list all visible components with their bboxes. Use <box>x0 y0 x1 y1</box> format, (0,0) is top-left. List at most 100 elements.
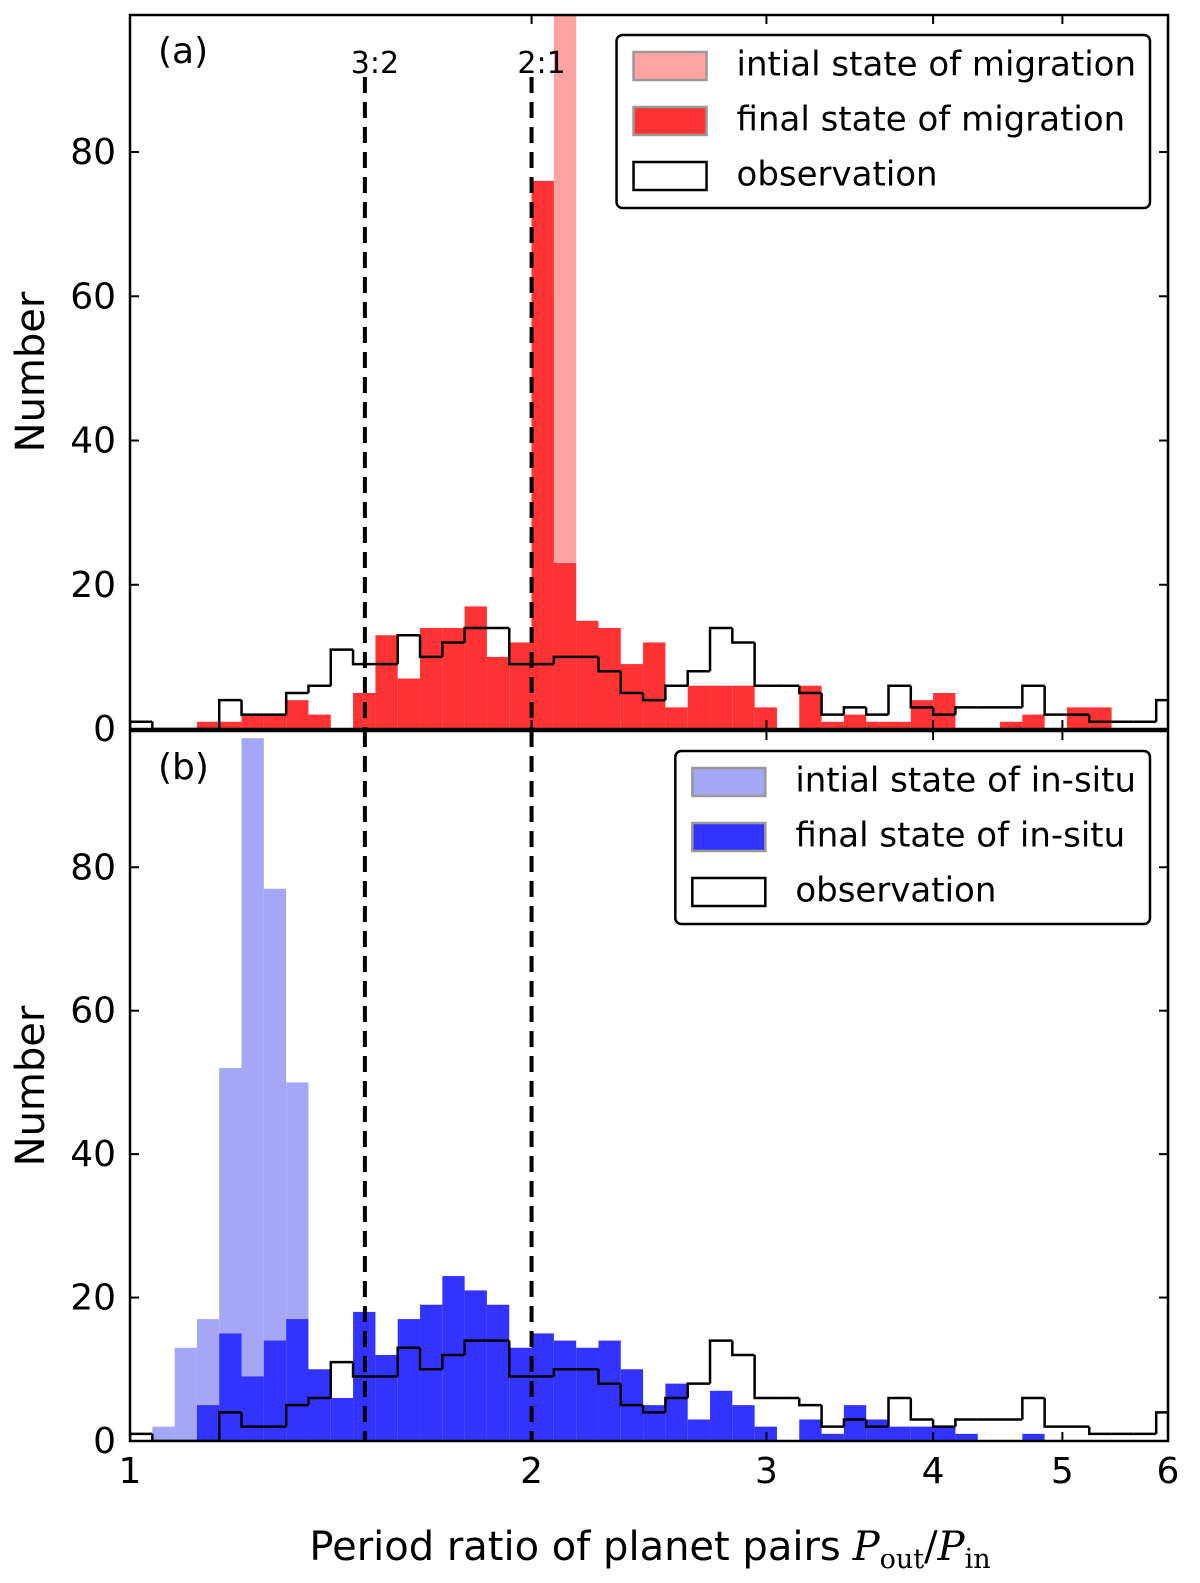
histogram-bar <box>821 721 844 729</box>
histogram-bar <box>576 1347 599 1441</box>
x-tick-label: 5 <box>1051 1451 1074 1492</box>
histogram-bar <box>1000 721 1023 729</box>
histogram-bar <box>665 1383 688 1441</box>
legend: intial state of in-situ final state of in… <box>674 749 1152 926</box>
x-tick-label: 6 <box>1157 1451 1180 1492</box>
histogram-step <box>909 685 934 709</box>
histogram-step <box>954 1418 978 1427</box>
legend-label: final state of migration <box>737 100 1126 140</box>
histogram-bar <box>620 664 644 729</box>
histogram-bar <box>553 1340 577 1441</box>
histogram-step <box>284 691 309 715</box>
histogram-bar <box>241 738 264 1441</box>
histogram-step <box>798 685 822 695</box>
histogram-bar <box>196 1405 220 1441</box>
histogram-bar <box>598 1340 621 1441</box>
y-tick-label: 60 <box>70 276 116 317</box>
legend-label: intial state of in-situ <box>795 761 1136 801</box>
histogram-step <box>240 1412 264 1428</box>
legend-swatch <box>691 766 767 798</box>
histogram-bar <box>843 714 867 729</box>
y-tick-label: 20 <box>70 565 116 606</box>
histogram-bar <box>330 1397 354 1441</box>
legend: intial state of migration final state of … <box>615 33 1152 210</box>
y-tick-label: 0 <box>93 1421 116 1462</box>
histogram-step <box>396 633 421 665</box>
histogram-step <box>151 721 175 729</box>
histogram-step <box>284 1403 309 1427</box>
histogram-step <box>1021 684 1045 708</box>
histogram-step <box>887 684 911 715</box>
histogram-bar <box>397 678 421 729</box>
histogram-step <box>441 641 465 657</box>
histogram-bar <box>531 1333 554 1441</box>
histogram-bar <box>219 721 242 729</box>
histogram-step <box>508 1340 532 1378</box>
panel-label: (a) <box>158 31 208 72</box>
histogram-bar <box>732 685 755 729</box>
histogram-bar <box>1066 707 1090 729</box>
histogram-step <box>887 1396 911 1427</box>
histogram-step <box>351 1362 376 1378</box>
histogram-step <box>151 1433 175 1441</box>
histogram-bar <box>286 1319 309 1441</box>
histogram-bar <box>442 628 465 729</box>
histogram-step <box>842 1418 867 1427</box>
histogram-bar <box>375 635 398 729</box>
histogram-bar <box>933 692 956 729</box>
histogram-bar <box>152 1426 175 1441</box>
histogram-step <box>641 1405 666 1414</box>
legend-label: final state of in-situ <box>795 816 1125 856</box>
legend-swatch <box>632 160 708 192</box>
x-tick-label: 4 <box>922 1451 945 1492</box>
histogram-step <box>931 1419 956 1428</box>
legend-box <box>615 33 1152 210</box>
y-axis-label: Number <box>8 1005 54 1166</box>
axes-frame <box>128 13 1170 731</box>
histogram-step <box>130 1432 153 1441</box>
legend-swatch <box>632 50 708 82</box>
histogram-step <box>798 1397 822 1407</box>
histogram-step <box>307 1396 331 1406</box>
histogram-step <box>820 692 844 716</box>
histogram-bar <box>241 714 264 729</box>
histogram-bar <box>710 1390 733 1441</box>
histogram-bar <box>866 721 889 729</box>
histogram-bar <box>643 642 666 729</box>
histogram-bar <box>375 1354 398 1441</box>
histogram-step <box>508 628 532 666</box>
histogram-step <box>552 1368 577 1377</box>
histogram-bar <box>219 1333 242 1441</box>
histogram-step <box>1021 1396 1045 1420</box>
histogram-step <box>130 720 153 729</box>
histogram-step <box>708 1339 733 1384</box>
y-tick-label: 60 <box>70 991 116 1032</box>
y-tick-label: 40 <box>70 421 116 462</box>
histogram-step <box>864 1419 889 1428</box>
histogram-bar <box>665 707 688 729</box>
histogram-step <box>240 700 264 716</box>
histogram-bar <box>1022 714 1045 729</box>
histogram-step <box>731 1340 755 1357</box>
legend-box <box>674 749 1152 926</box>
histogram-step <box>597 1369 621 1385</box>
histogram-bar <box>509 1347 532 1441</box>
histogram-step <box>217 698 242 729</box>
y-tick-label: 80 <box>70 847 116 888</box>
histogram-step <box>619 671 644 695</box>
histogram-step <box>441 1353 465 1370</box>
histogram-step <box>731 628 755 644</box>
histogram-bar <box>754 707 777 729</box>
histogram-bar <box>799 1419 822 1441</box>
histogram-step <box>641 692 666 702</box>
histogram-bar <box>263 888 287 1441</box>
histogram-bar <box>286 700 309 729</box>
histogram-bar <box>174 1347 197 1441</box>
histogram-step <box>217 1411 242 1441</box>
histogram-bar <box>643 1405 666 1441</box>
histogram-bar <box>687 1419 711 1441</box>
panel-label: (b) <box>158 747 209 788</box>
histogram-bar <box>598 628 621 729</box>
histogram-step <box>1043 685 1067 716</box>
